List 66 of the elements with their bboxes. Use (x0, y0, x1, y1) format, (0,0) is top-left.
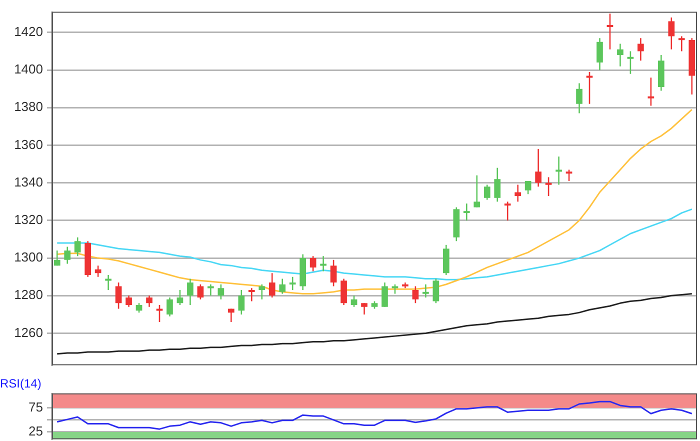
candlestick (146, 295, 152, 308)
candlestick (228, 308, 234, 323)
candlestick (218, 284, 224, 300)
y-tick-label: 75 (28, 399, 43, 414)
y-tick-label: 1380 (14, 99, 43, 114)
candlestick (136, 302, 142, 314)
candlestick (258, 284, 266, 300)
y-tick-label: 1360 (14, 136, 43, 152)
candlestick (638, 37, 644, 62)
candlestick (382, 282, 388, 308)
candlestick (330, 259, 337, 287)
candlestick (556, 156, 562, 186)
y-tick-label: 1300 (14, 250, 43, 265)
candlestick (54, 250, 60, 266)
candlestick (678, 36, 685, 52)
candlestick (197, 284, 204, 300)
candlestick (248, 287, 255, 302)
candlestick (320, 256, 326, 272)
candlestick (350, 295, 358, 308)
candlestick (279, 278, 286, 294)
candlestick (310, 256, 316, 272)
candlestick (340, 278, 347, 306)
candlestick (535, 148, 542, 188)
candlestick (545, 176, 552, 197)
y-tick-label: 1280 (14, 287, 43, 302)
candlestick (238, 289, 245, 316)
candlestick (422, 284, 429, 298)
y-tick-label: 1400 (14, 62, 43, 77)
y-tick-label: 25 (28, 424, 43, 439)
candlestick (566, 169, 572, 182)
candlestick (432, 278, 440, 304)
candlestick (115, 282, 122, 310)
candlestick (392, 284, 398, 294)
candlestick (474, 174, 480, 208)
candlestick (514, 184, 522, 202)
candlestick (361, 302, 368, 316)
y-tick-label: 1340 (14, 174, 43, 190)
candlestick (412, 286, 419, 304)
candlestick (648, 76, 654, 106)
candlestick (484, 184, 490, 200)
candlestick (494, 167, 501, 202)
candlestick (504, 201, 511, 222)
candlestick (166, 296, 173, 317)
y-tick-label: 1320 (14, 212, 43, 228)
candlestick (668, 16, 675, 50)
candlestick (606, 13, 614, 50)
candlestick (586, 71, 593, 105)
candlestick (463, 202, 470, 222)
candlestick (524, 180, 532, 195)
candlestick (105, 274, 112, 291)
candlestick (617, 43, 624, 67)
candlestick (576, 82, 582, 114)
candlestick (208, 284, 214, 296)
candlestick (289, 276, 296, 291)
candlestick (627, 50, 634, 74)
candlestick (156, 304, 163, 323)
candlestick (126, 295, 132, 308)
candlestick (187, 278, 194, 306)
candlestick (268, 272, 276, 298)
candlestick (176, 289, 184, 306)
candlestick (74, 236, 81, 257)
candlestick (64, 246, 71, 264)
chart-title: RSI(14) (0, 376, 42, 391)
y-tick-label: 1420 (14, 24, 43, 40)
candlestick (596, 37, 603, 71)
y-tick-label: 1260 (14, 324, 43, 340)
